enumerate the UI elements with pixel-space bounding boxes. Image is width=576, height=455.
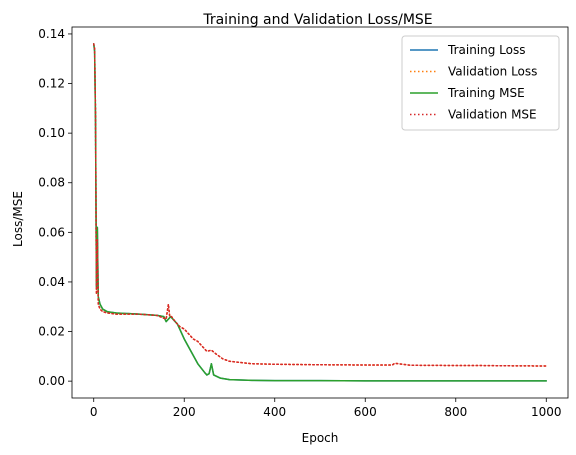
- x-tick-label: 1000: [531, 405, 562, 419]
- x-tick-label: 400: [263, 405, 286, 419]
- legend-label: Training Loss: [447, 43, 525, 57]
- y-tick-label: 0.10: [38, 126, 65, 140]
- y-axis: 0.00 0.02 0.04 0.06 0.08 0.10 0.12 0.14: [38, 27, 72, 388]
- x-axis: 0 200 400 600 800 1000: [90, 398, 562, 419]
- y-axis-label: Loss/MSE: [11, 191, 25, 247]
- series-line-training-mse: [92, 43, 548, 382]
- legend-label: Validation Loss: [448, 65, 537, 79]
- series-layer: [92, 43, 548, 382]
- x-tick-label: 600: [354, 405, 377, 419]
- x-tick-label: 200: [173, 405, 196, 419]
- chart-title: Training and Validation Loss/MSE: [202, 12, 432, 28]
- legend-box: [401, 35, 560, 131]
- plot-frame: [71, 26, 569, 399]
- y-tick-label: 0.04: [38, 275, 65, 289]
- y-tick-label: 0.08: [38, 176, 65, 190]
- legend: Training Loss Validation Loss Training MSE…: [401, 35, 560, 131]
- x-tick-label: 800: [444, 405, 467, 419]
- legend-label: Validation MSE: [448, 108, 537, 122]
- y-tick-label: 0.06: [38, 225, 65, 239]
- y-tick-label: 0.02: [38, 325, 65, 339]
- legend-label: Training MSE: [447, 86, 525, 100]
- series-line-validation-mse: [92, 43, 548, 367]
- x-axis-label: Epoch: [302, 431, 339, 445]
- y-tick-label: 0.12: [38, 77, 65, 91]
- y-tick-label: 0.00: [38, 374, 65, 388]
- x-tick-label: 0: [90, 405, 98, 419]
- y-tick-label: 0.14: [38, 27, 65, 41]
